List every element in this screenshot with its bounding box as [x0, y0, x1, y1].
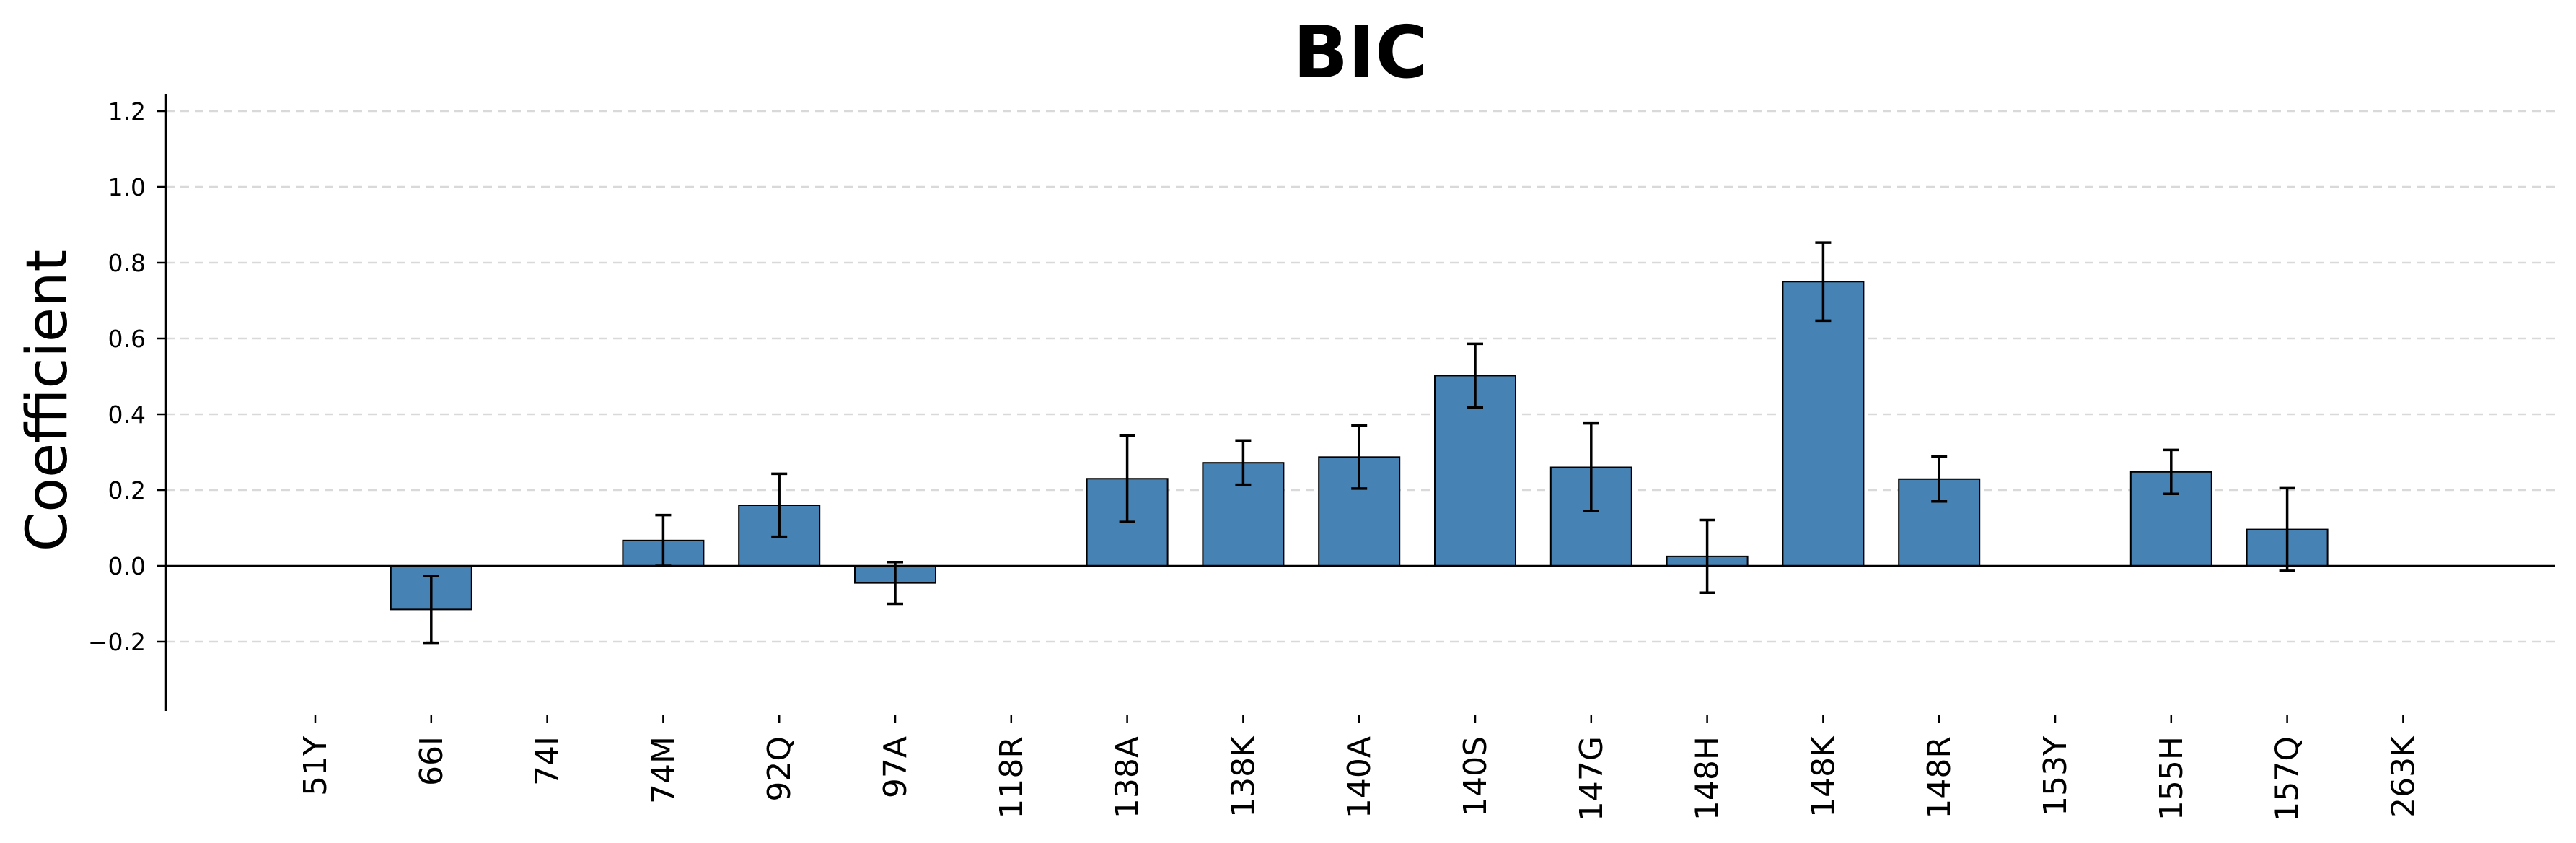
x-tick-label: 140A: [1341, 736, 1378, 818]
bar-148K: [1782, 281, 1865, 567]
y-tick-label: 1.0: [108, 173, 146, 201]
x-tick-label: 92Q: [761, 736, 798, 802]
y-tick-label: 1.2: [108, 97, 146, 126]
x-tick-label: 138A: [1109, 736, 1146, 818]
y-axis-label: Coefficient: [15, 250, 80, 551]
x-tick-label: 138K: [1225, 735, 1262, 818]
x-tick-label: 118R: [993, 736, 1030, 819]
y-ticks: −0.2 0.0 0.2 0.4 0.6 0.8 1.0 1.2: [88, 97, 166, 656]
y-tick-label: 0.2: [108, 476, 146, 505]
x-tick-label: 263K: [2385, 735, 2422, 818]
y-tick-label: 0.0: [108, 552, 146, 580]
x-tick-label: 155H: [2153, 736, 2190, 821]
x-tick-label: 147G: [1573, 736, 1610, 821]
bars: [274, 281, 2445, 611]
chart-title: BIC: [1293, 10, 1428, 95]
y-tick-label: −0.2: [88, 628, 146, 656]
x-tick-label: 97A: [877, 736, 914, 798]
x-tick-label: 148R: [1921, 736, 1958, 819]
axes: [164, 94, 2555, 711]
error-bars: [423, 241, 2295, 645]
x-tick-label: 153Y: [2037, 736, 2074, 816]
y-tick-label: 0.8: [108, 249, 146, 277]
x-tick-label: 148H: [1689, 736, 1726, 821]
x-tick-label: 148K: [1805, 735, 1842, 818]
x-tick-label: 140S: [1457, 736, 1494, 817]
x-tick-label: 157Q: [2269, 736, 2306, 822]
y-tick-label: 0.4: [108, 401, 146, 429]
y-tick-label: 0.6: [108, 325, 146, 353]
x-tick-label: 51Y: [297, 736, 334, 796]
x-tick-label: 74M: [645, 736, 682, 804]
x-tick-label: 74I: [529, 736, 566, 786]
x-tick-label: 66I: [413, 736, 450, 786]
x-ticks: 51Y 66I 74I 74M 92Q 97A 118R 138A 138K 140A 140S 14…: [297, 715, 2422, 822]
